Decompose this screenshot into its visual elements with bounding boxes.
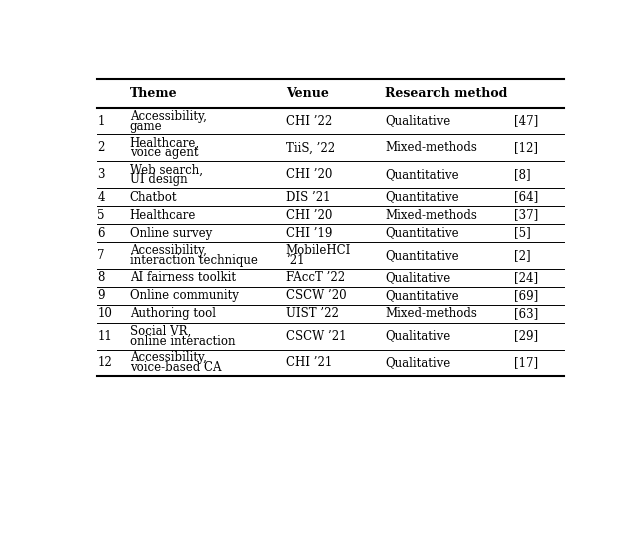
- Text: Accessibility,: Accessibility,: [129, 352, 207, 364]
- Text: CSCW ’21: CSCW ’21: [286, 330, 346, 343]
- Text: [12]: [12]: [514, 142, 538, 154]
- Text: UIST ’22: UIST ’22: [286, 307, 339, 320]
- Text: Mixed-methods: Mixed-methods: [385, 209, 477, 221]
- Text: [17]: [17]: [514, 356, 538, 369]
- Text: Accessibility,: Accessibility,: [129, 244, 207, 257]
- Text: 7: 7: [97, 249, 105, 262]
- Text: [64]: [64]: [514, 191, 538, 204]
- Text: AI fairness toolkit: AI fairness toolkit: [129, 271, 236, 284]
- Text: 3: 3: [97, 168, 105, 181]
- Text: UI design: UI design: [129, 173, 188, 186]
- Text: Accessibility,: Accessibility,: [129, 110, 207, 123]
- Text: DIS ’21: DIS ’21: [286, 191, 330, 204]
- Text: [69]: [69]: [514, 289, 538, 302]
- Text: 1: 1: [97, 115, 105, 128]
- Text: Online survey: Online survey: [129, 227, 212, 240]
- Text: Quantitative: Quantitative: [385, 191, 459, 204]
- Text: CHI ’21: CHI ’21: [286, 356, 332, 369]
- Text: 11: 11: [97, 330, 112, 343]
- Text: 2: 2: [97, 142, 105, 154]
- Text: [47]: [47]: [514, 115, 538, 128]
- Text: [37]: [37]: [514, 209, 538, 221]
- Text: CSCW ’20: CSCW ’20: [286, 289, 346, 302]
- Text: Chatbot: Chatbot: [129, 191, 177, 204]
- Text: voice agent: voice agent: [129, 146, 198, 159]
- Text: 12: 12: [97, 356, 112, 369]
- Text: Social VR,: Social VR,: [129, 325, 191, 338]
- Text: [2]: [2]: [514, 249, 531, 262]
- Text: [24]: [24]: [514, 271, 538, 284]
- Text: voice-based CA: voice-based CA: [129, 361, 221, 374]
- Text: 10: 10: [97, 307, 112, 320]
- Text: CHI ’20: CHI ’20: [286, 168, 332, 181]
- Text: 8: 8: [97, 271, 105, 284]
- Text: CHI ’19: CHI ’19: [286, 227, 332, 240]
- Text: Online community: Online community: [129, 289, 239, 302]
- Text: Authoring tool: Authoring tool: [129, 307, 216, 320]
- Text: interaction technique: interaction technique: [129, 254, 257, 267]
- Text: 5: 5: [97, 209, 105, 221]
- Text: 4: 4: [97, 191, 105, 204]
- Text: [63]: [63]: [514, 307, 538, 320]
- Text: Mixed-methods: Mixed-methods: [385, 142, 477, 154]
- Text: MobileHCI: MobileHCI: [286, 244, 351, 257]
- Text: online interaction: online interaction: [129, 334, 235, 347]
- Text: TiiS, ’22: TiiS, ’22: [286, 142, 335, 154]
- Text: Mixed-methods: Mixed-methods: [385, 307, 477, 320]
- Text: FAccT ’22: FAccT ’22: [286, 271, 345, 284]
- Text: Research method: Research method: [385, 87, 508, 100]
- Text: Healthcare: Healthcare: [129, 209, 196, 221]
- Text: Quantitative: Quantitative: [385, 227, 459, 240]
- Text: Quantitative: Quantitative: [385, 289, 459, 302]
- Text: ’21: ’21: [286, 254, 305, 267]
- Text: 6: 6: [97, 227, 105, 240]
- Text: 9: 9: [97, 289, 105, 302]
- Text: Web search,: Web search,: [129, 163, 203, 176]
- Text: Quantitative: Quantitative: [385, 168, 459, 181]
- Text: Healthcare,: Healthcare,: [129, 137, 200, 150]
- Text: [5]: [5]: [514, 227, 531, 240]
- Text: [8]: [8]: [514, 168, 531, 181]
- Text: Quantitative: Quantitative: [385, 249, 459, 262]
- Text: Qualitative: Qualitative: [385, 271, 451, 284]
- Text: Theme: Theme: [129, 87, 177, 100]
- Text: Venue: Venue: [286, 87, 329, 100]
- Text: [29]: [29]: [514, 330, 538, 343]
- Text: Qualitative: Qualitative: [385, 115, 451, 128]
- Text: CHI ’20: CHI ’20: [286, 209, 332, 221]
- Text: Qualitative: Qualitative: [385, 330, 451, 343]
- Text: Qualitative: Qualitative: [385, 356, 451, 369]
- Text: CHI ’22: CHI ’22: [286, 115, 332, 128]
- Text: game: game: [129, 120, 162, 132]
